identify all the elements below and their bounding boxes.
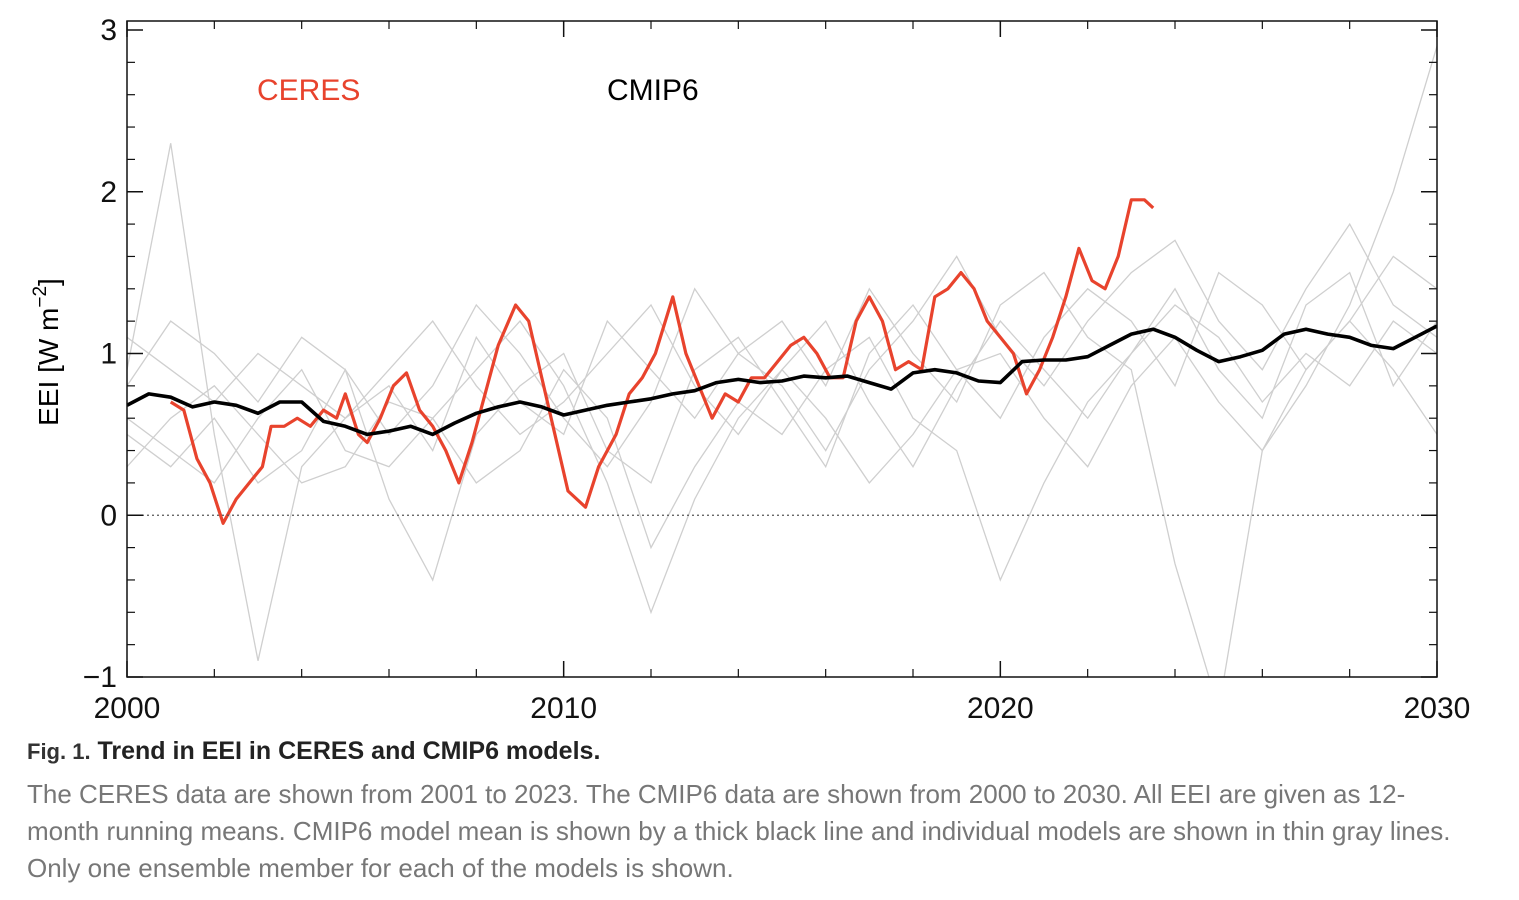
series-line <box>169 198 1155 525</box>
plot-frame <box>126 20 1438 678</box>
series-line <box>127 324 1437 437</box>
y-axis-label: EEI [W m−2] <box>30 278 64 426</box>
x-tick-label: 2030 <box>1404 692 1471 725</box>
main-lines <box>127 198 1437 525</box>
y-tick-label: 0 <box>100 499 117 532</box>
model-line <box>127 222 1437 468</box>
y-tick-label: −1 <box>83 661 117 694</box>
model-line <box>127 46 1437 677</box>
caption-title: Trend in EEI in CERES and CMIP6 models. <box>97 737 601 765</box>
y-axis-label-part: EEI [W m <box>33 308 64 426</box>
model-line <box>127 255 1437 582</box>
x-tick-label: 2020 <box>967 692 1034 725</box>
y-tick-label: 1 <box>100 338 117 371</box>
chart: EEI [W m−2] −1 0 1 2 3 2000 2010 2020 2030 CERES C… <box>30 14 1471 725</box>
model-line <box>127 320 1437 615</box>
y-tick-label: 2 <box>100 176 117 209</box>
model-line <box>127 271 1437 582</box>
y-axis-label-sup: −2 <box>30 286 51 308</box>
caption-heading: Fig. 1. Trend in EEI in CERES and CMIP6 … <box>27 737 600 766</box>
caption-text: The CERES data are shown from 2001 to 20… <box>27 779 1451 883</box>
legend-label: CMIP6 <box>607 74 699 107</box>
legend-label: CERES <box>257 74 360 107</box>
model-lines <box>127 46 1437 677</box>
y-axis-label-part: ] <box>33 278 64 286</box>
x-tick-label: 2010 <box>530 692 597 725</box>
figure-label: Fig. 1. <box>27 739 91 764</box>
y-tick-label: 3 <box>100 14 117 47</box>
x-tick-label: 2000 <box>94 692 161 725</box>
